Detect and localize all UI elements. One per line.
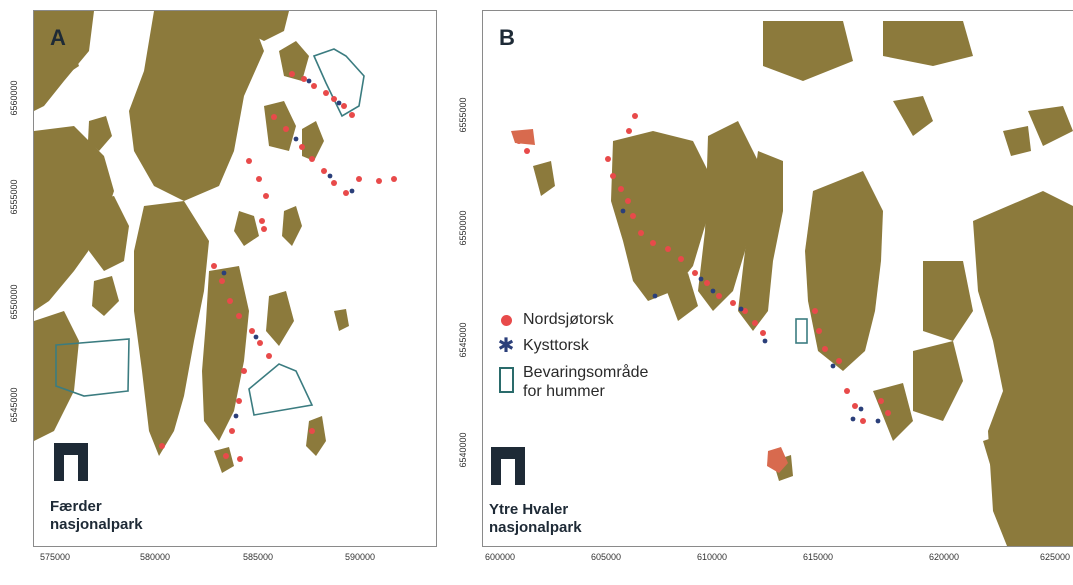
x-tick-a: 590000 [344,552,376,562]
x-tick-b: 600000 [484,552,516,562]
protected-areas-a [55,48,365,416]
map-panel-b: B Nordsjøtorsk ✱ Kysttorsk Bevaringsområ… [482,10,1073,547]
x-tick-b: 610000 [696,552,728,562]
park-name-b-line2: nasjonalpark [489,519,582,536]
x-tick-a: 585000 [242,552,274,562]
x-tick-b: 615000 [802,552,834,562]
y-tick-b: 6555000 [458,97,468,133]
blue-star-icon: ✱ [497,335,515,357]
land-masses-b [533,21,1073,546]
legend-label-lobster-area-line1: Bevaringsområde [523,364,649,381]
legend-item-north-sea-cod: Nordsjøtorsk [497,311,648,329]
panel-a-letter: A [50,25,66,50]
map-b-canvas [511,21,1073,546]
legend-label-north-sea-cod: Nordsjøtorsk [523,311,614,328]
legend-label-lobster-area-line2: for hummer [523,383,605,400]
park-name-b-line1: Ytre Hvaler [489,501,569,518]
north-sea-cod-points-b [516,113,891,424]
y-tick-b: 6550000 [458,210,468,246]
legend-item-coastal-cod: ✱ Kysttorsk [497,335,648,357]
x-tick-a: 575000 [39,552,71,562]
y-tick-b: 6540000 [458,432,468,468]
park-logo-icon-b [491,447,525,485]
outline-box-icon [498,367,514,393]
island-red-patches-b [511,129,788,473]
panel-b-letter: B [499,25,515,50]
y-tick-a: 6555000 [9,179,19,215]
park-name-b: Ytre Hvaler nasjonalpark [489,501,582,537]
park-name-a: Færder nasjonalpark [50,498,143,534]
park-name-a-line2: nasjonalpark [50,516,143,533]
map-panel-a: A Færder nasjonalpark [33,10,437,547]
x-tick-b: 605000 [590,552,622,562]
red-dot-icon [500,314,512,326]
y-tick-a: 6545000 [9,387,19,423]
north-sea-cod-points-a [159,71,397,462]
map-legend: Nordsjøtorsk ✱ Kysttorsk Bevaringsområde… [497,311,649,409]
map-a-canvas [34,11,397,473]
legend-item-lobster-area: Bevaringsområde for hummer [497,363,648,401]
park-logo-icon-a [54,443,88,481]
y-tick-b: 6545000 [458,322,468,358]
x-tick-a: 580000 [139,552,171,562]
coastal-cod-points-b [620,208,881,424]
legend-label-coastal-cod: Kysttorsk [523,337,589,354]
protected-areas-b [795,318,808,344]
coastal-cod-points-a [221,78,355,419]
x-tick-b: 620000 [928,552,960,562]
x-tick-b: 625000 [1039,552,1071,562]
land-masses-a [34,11,349,473]
y-tick-a: 6560000 [9,80,19,116]
y-tick-a: 6550000 [9,284,19,320]
park-name-a-line1: Færder [50,498,102,515]
